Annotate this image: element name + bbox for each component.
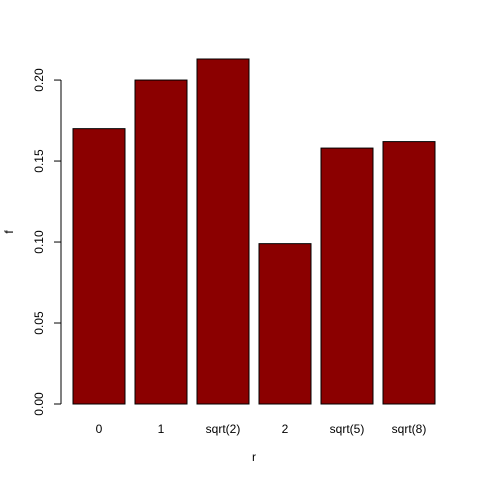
bar	[134, 79, 188, 405]
x-tick-label: 2	[282, 422, 289, 436]
bar	[72, 128, 126, 405]
y-tick-label: 0.05	[32, 311, 46, 335]
y-tick-label: 0.00	[32, 392, 46, 416]
x-tick-label: 0	[96, 422, 103, 436]
bar	[382, 141, 436, 405]
x-tick-label: sqrt(5)	[330, 422, 365, 436]
x-tick-label: 1	[158, 422, 165, 436]
x-tick-label: sqrt(8)	[392, 422, 427, 436]
bar	[320, 147, 374, 405]
y-axis-label: f	[2, 230, 16, 234]
x-tick-label: sqrt(2)	[206, 422, 241, 436]
y-tick-label: 0.20	[32, 68, 46, 92]
y-tick-label: 0.15	[32, 149, 46, 173]
x-axis-label: r	[252, 450, 256, 464]
bar	[196, 58, 250, 405]
y-tick-label: 0.10	[32, 230, 46, 254]
bar	[258, 243, 312, 405]
